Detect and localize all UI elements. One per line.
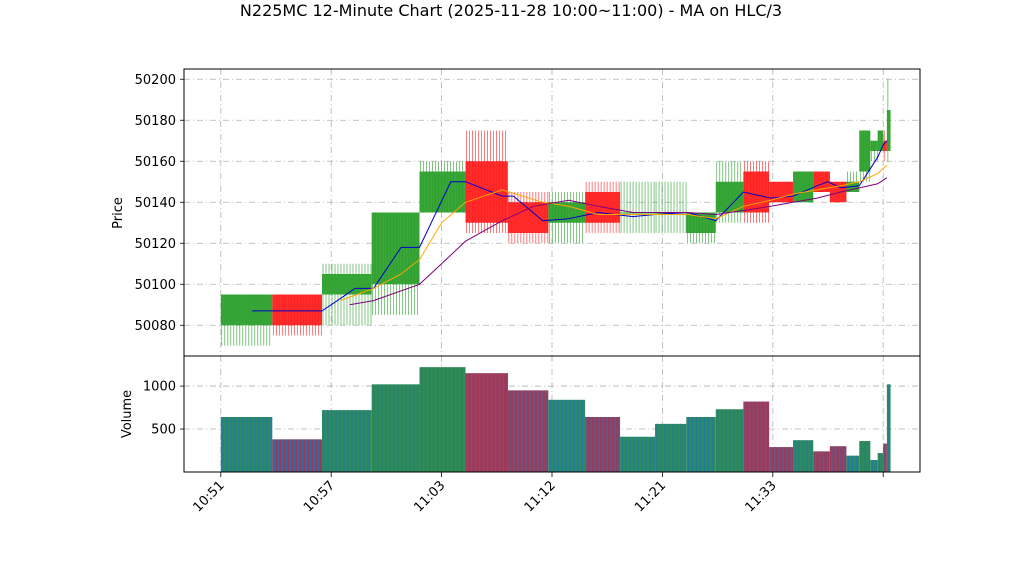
candle — [465, 130, 508, 233]
volume-bar — [829, 446, 847, 472]
volume-bar — [272, 439, 322, 472]
candle-body — [886, 110, 891, 151]
volume-bar — [322, 410, 372, 472]
candle — [883, 130, 887, 162]
candle-body — [883, 140, 887, 151]
volume-bar — [886, 384, 891, 472]
volume-bar — [686, 417, 716, 472]
price-tick-label: 50120 — [135, 237, 176, 252]
volume-tick-label: 1000 — [143, 380, 176, 395]
volume-bar — [883, 443, 887, 472]
candle — [743, 161, 770, 223]
candle-body — [870, 140, 878, 151]
candle — [272, 294, 322, 336]
candle — [507, 192, 549, 244]
candle-body — [743, 171, 770, 213]
candle — [655, 181, 687, 233]
volume-bar-fill — [686, 417, 716, 472]
volume-bar — [620, 436, 656, 472]
price-tick-label: 50140 — [135, 196, 176, 211]
price-axis-label: Price — [111, 197, 126, 229]
candle-body — [769, 181, 794, 203]
volume-bar-fill — [870, 459, 878, 472]
volume-bar-fill — [877, 453, 884, 472]
volume-bar — [877, 453, 884, 472]
volume-tick-label: 500 — [151, 423, 176, 438]
volume-bar — [859, 441, 871, 472]
volume-bar — [870, 459, 878, 472]
x-tick-label: 10:57 — [301, 478, 338, 515]
price-tick-label: 50100 — [135, 278, 176, 293]
candle-body — [322, 274, 372, 295]
candle — [793, 171, 814, 203]
candle — [620, 181, 656, 233]
candle-body — [465, 161, 508, 223]
price-tick-label: 50180 — [135, 114, 176, 129]
x-tick-label: 11:12 — [522, 478, 559, 515]
volume-bar-fill — [829, 446, 847, 472]
x-tick-label: 10:51 — [191, 478, 228, 515]
volume-bar — [585, 417, 621, 472]
candle-body — [220, 294, 273, 326]
volume-bar-fill — [813, 451, 830, 472]
volume-bar — [548, 399, 586, 472]
price-tick-label: 50200 — [135, 73, 176, 88]
candle-body — [859, 130, 871, 172]
volume-bar-fill — [419, 367, 466, 472]
x-tick-label: 11:21 — [632, 478, 669, 515]
candle — [371, 212, 420, 315]
volume-bar — [846, 455, 860, 472]
ma-line — [349, 177, 888, 306]
volume-bar — [371, 384, 420, 472]
volume-bar — [465, 373, 509, 472]
candle — [769, 181, 794, 203]
candle-body — [507, 202, 549, 233]
volume-bar — [793, 440, 814, 472]
candle-body — [813, 171, 830, 192]
volume-bar — [813, 451, 830, 472]
candle — [686, 212, 716, 244]
volume-bar — [507, 390, 549, 472]
price-tick-label: 50080 — [135, 319, 176, 334]
candle-body — [877, 130, 884, 151]
candle — [886, 79, 891, 162]
x-axis: 10:51 10:57 11:03 11:12 11:21 11:33 — [191, 472, 884, 515]
volume-bar — [220, 417, 273, 472]
x-tick-label: 11:33 — [743, 478, 780, 515]
ma-line — [340, 164, 888, 302]
candle-body — [371, 212, 420, 285]
ma-line — [252, 140, 888, 312]
volume-bar — [419, 367, 466, 472]
candle-body — [793, 171, 814, 203]
volume-bar-fill — [371, 384, 420, 472]
candle-body — [686, 212, 716, 233]
candle — [877, 130, 884, 151]
price-tick-label: 50160 — [135, 155, 176, 170]
volume-panel: 500 1000 — [143, 355, 921, 473]
x-tick-label: 11:03 — [411, 478, 448, 515]
candle — [419, 161, 466, 213]
volume-bar-fill — [743, 401, 770, 472]
volume-bar — [655, 423, 687, 472]
volume-bar — [743, 401, 770, 472]
candle-body — [272, 294, 322, 326]
candle-body — [419, 171, 466, 213]
candle — [548, 192, 586, 244]
volume-bar — [769, 447, 794, 472]
chart-title: N225MC 12-Minute Chart (2025-11-28 10:00… — [240, 1, 782, 20]
volume-bar-fill — [465, 373, 508, 472]
volume-bar-fill — [272, 439, 322, 472]
volume-bar — [715, 409, 744, 472]
volume-bar-fill — [769, 447, 794, 472]
candle — [859, 130, 871, 182]
volume-bar-fill — [655, 423, 687, 472]
candle — [220, 294, 273, 346]
volume-bar-fill — [322, 410, 372, 472]
volume-axis-label: Volume — [120, 390, 135, 438]
price-panel: 50080 50100 50120 50140 50160 50180 50200 — [135, 68, 921, 357]
